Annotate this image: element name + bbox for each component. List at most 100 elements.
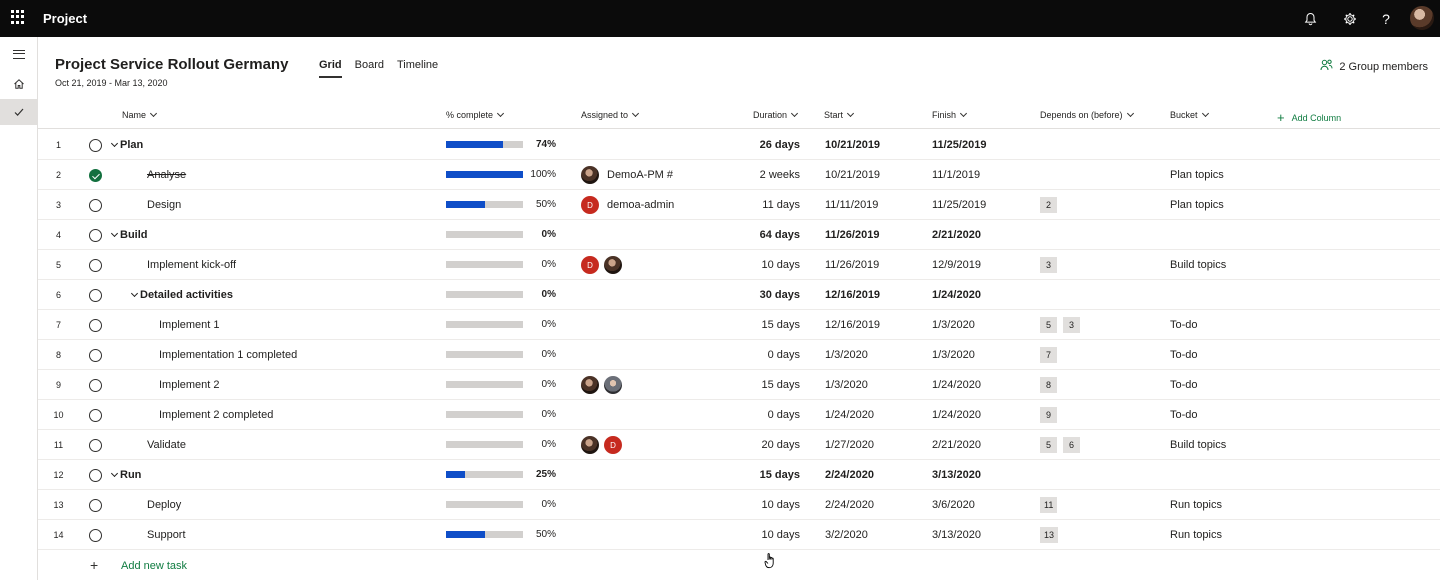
start-date-cell[interactable]: 2/24/2020 [825,499,874,511]
dependency-badge[interactable]: 8 [1040,377,1057,393]
bucket-cell[interactable]: To-do [1170,379,1198,391]
task-row[interactable]: 7 Implement 1 0% 15 days 12/16/2019 1/3/2020 5… [38,310,1440,340]
progress-bar[interactable] [446,231,523,238]
duration-cell[interactable]: 26 days [759,139,800,151]
task-name[interactable]: Run [110,469,141,481]
bucket-cell[interactable]: Run topics [1170,499,1222,511]
dependency-badge[interactable]: 5 [1040,437,1057,453]
summary-task-row[interactable]: 6 Detailed activities 0% 30 days 12/16/2019 1… [38,280,1440,310]
finish-date-cell[interactable]: 2/21/2020 [932,439,981,451]
depends-cell[interactable]: 8 [1040,377,1057,393]
complete-task-circle-icon[interactable] [89,409,102,422]
complete-task-circle-icon[interactable] [89,139,102,152]
depends-cell[interactable]: 3 [1040,257,1057,273]
add-new-task-button[interactable]: + Add new task [38,550,1440,580]
depends-cell[interactable]: 13 [1040,527,1059,543]
task-name[interactable]: Support [147,529,186,541]
progress-bar[interactable] [446,351,523,358]
duration-cell[interactable]: 15 days [761,319,800,331]
complete-task-circle-icon[interactable] [89,199,102,212]
task-row[interactable]: 13 Deploy 0% 10 days 2/24/2020 3/6/2020 11 Run … [38,490,1440,520]
task-row[interactable]: 8 Implementation 1 completed 0% 0 days 1/3/2… [38,340,1440,370]
assignees[interactable]: DemoA-PM # [581,166,673,184]
expand-chevron-icon[interactable] [110,229,119,238]
summary-task-row[interactable]: 1 Plan 74% 26 days 10/21/2019 11/25/2019 [38,130,1440,160]
column-assigned[interactable]: Assigned to [581,109,640,120]
start-date-cell[interactable]: 12/16/2019 [825,289,881,301]
tasks-check-icon[interactable] [0,99,37,125]
task-name[interactable]: Design [147,199,181,211]
duration-cell[interactable]: 10 days [761,499,800,511]
progress-bar[interactable] [446,501,523,508]
dependency-badge[interactable]: 3 [1040,257,1057,273]
help-icon[interactable]: ? [1382,11,1390,27]
home-icon[interactable] [0,71,37,97]
duration-cell[interactable]: 10 days [761,259,800,271]
app-launcher-icon[interactable] [11,10,25,24]
finish-date-cell[interactable]: 3/6/2020 [932,499,975,511]
complete-task-circle-icon[interactable] [89,379,102,392]
bucket-cell[interactable]: Plan topics [1170,169,1224,181]
task-name[interactable]: Implement 2 [159,379,220,391]
column-depends[interactable]: Depends on (before) [1040,109,1134,120]
tab-timeline[interactable]: Timeline [396,59,439,71]
duration-cell[interactable]: 10 days [761,529,800,541]
column-bucket[interactable]: Bucket [1170,109,1209,120]
complete-task-circle-icon[interactable] [89,529,102,542]
progress-bar[interactable] [446,171,523,178]
column-start[interactable]: Start [824,109,855,120]
dependency-badge[interactable]: 11 [1040,497,1058,513]
task-row[interactable]: 2 Analyse 100% DemoA-PM # 2 weeks 10/21/2019 1… [38,160,1440,190]
start-date-cell[interactable]: 10/21/2019 [825,139,881,151]
finish-date-cell[interactable]: 1/24/2020 [932,409,981,421]
depends-cell[interactable]: 9 [1040,407,1057,423]
column-name[interactable]: Name [122,109,158,120]
progress-bar[interactable] [446,261,523,268]
start-date-cell[interactable]: 1/24/2020 [825,409,874,421]
task-name[interactable]: Implement 1 [159,319,220,331]
start-date-cell[interactable]: 11/11/2019 [825,199,879,211]
progress-bar[interactable] [446,321,523,328]
finish-date-cell[interactable]: 12/9/2019 [932,259,981,271]
start-date-cell[interactable]: 1/3/2020 [825,379,868,391]
finish-date-cell[interactable]: 1/24/2020 [932,289,981,301]
finish-date-cell[interactable]: 3/13/2020 [932,469,981,481]
group-members-button[interactable]: 2 Group members [1320,59,1428,74]
duration-cell[interactable]: 2 weeks [759,169,800,181]
tab-grid[interactable]: Grid [319,59,342,78]
start-date-cell[interactable]: 11/26/2019 [825,229,880,241]
bucket-cell[interactable]: Run topics [1170,529,1222,541]
user-avatar[interactable] [1410,6,1434,30]
task-name[interactable]: Implementation 1 completed [159,349,297,361]
finish-date-cell[interactable]: 11/1/2019 [932,169,981,181]
progress-bar[interactable] [446,531,523,538]
finish-date-cell[interactable]: 1/24/2020 [932,379,981,391]
task-name[interactable]: Analyse [147,169,186,181]
task-name[interactable]: Deploy [147,499,181,511]
task-name[interactable]: Implement kick-off [147,259,236,271]
start-date-cell[interactable]: 2/24/2020 [825,469,874,481]
progress-bar[interactable] [446,291,523,298]
completed-check-icon[interactable] [89,169,102,182]
complete-task-circle-icon[interactable] [89,499,102,512]
complete-task-circle-icon[interactable] [89,469,102,482]
start-date-cell[interactable]: 1/27/2020 [825,439,874,451]
dependency-badge[interactable]: 6 [1063,437,1080,453]
expand-chevron-icon[interactable] [110,469,119,478]
complete-task-circle-icon[interactable] [89,229,102,242]
task-name[interactable]: Implement 2 completed [159,409,273,421]
gear-icon[interactable] [1340,9,1360,29]
duration-cell[interactable]: 15 days [761,379,800,391]
assignees[interactable]: D [581,256,622,274]
dependency-badge[interactable]: 7 [1040,347,1057,363]
finish-date-cell[interactable]: 3/13/2020 [932,529,981,541]
depends-cell[interactable]: 2 [1040,197,1057,213]
duration-cell[interactable]: 20 days [761,439,800,451]
summary-task-row[interactable]: 4 Build 0% 64 days 11/26/2019 2/21/2020 [38,220,1440,250]
finish-date-cell[interactable]: 1/3/2020 [932,319,975,331]
bucket-cell[interactable]: Build topics [1170,439,1227,451]
assignees[interactable] [581,376,622,394]
